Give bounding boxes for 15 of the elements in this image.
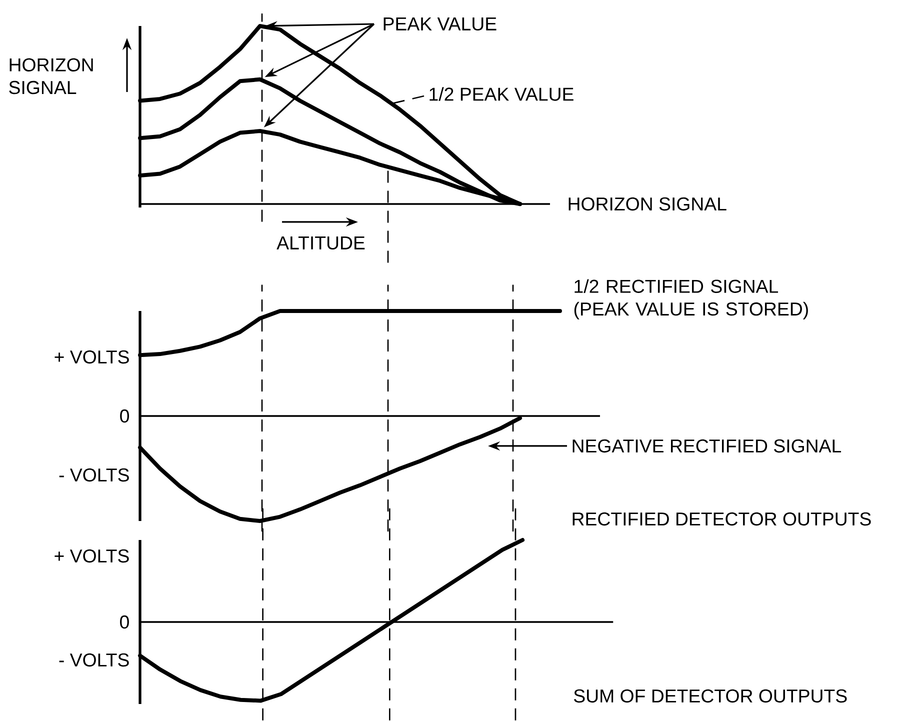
y-axis-title: HORIZON SIGNAL (9, 58, 93, 94)
annotation: 1/2 PEAK VALUE (430, 87, 574, 101)
text: HORIZON SIGNAL (568, 197, 726, 211)
legend-label: NEGATIVE RECTIFIED SIGNAL (572, 439, 842, 453)
text: + VOLTS (54, 350, 129, 364)
text: RECTIFIED DETECTOR OUTPUTS (572, 512, 871, 526)
text: - VOLTS (59, 468, 129, 482)
text: 0 (120, 409, 130, 423)
text: + VOLTS (54, 549, 129, 563)
text: SUM OF DETECTOR OUTPUTS (574, 689, 847, 703)
text: - VOLTS (59, 653, 129, 667)
x-axis-title: ALTITUDE (276, 236, 365, 250)
series-label: 1/2 RECTIFIED SIGNAL (PEAK VALUE IS STORED) (574, 279, 808, 320)
annotation: PEAK VALUE (384, 17, 496, 31)
text: 0 (120, 615, 129, 629)
